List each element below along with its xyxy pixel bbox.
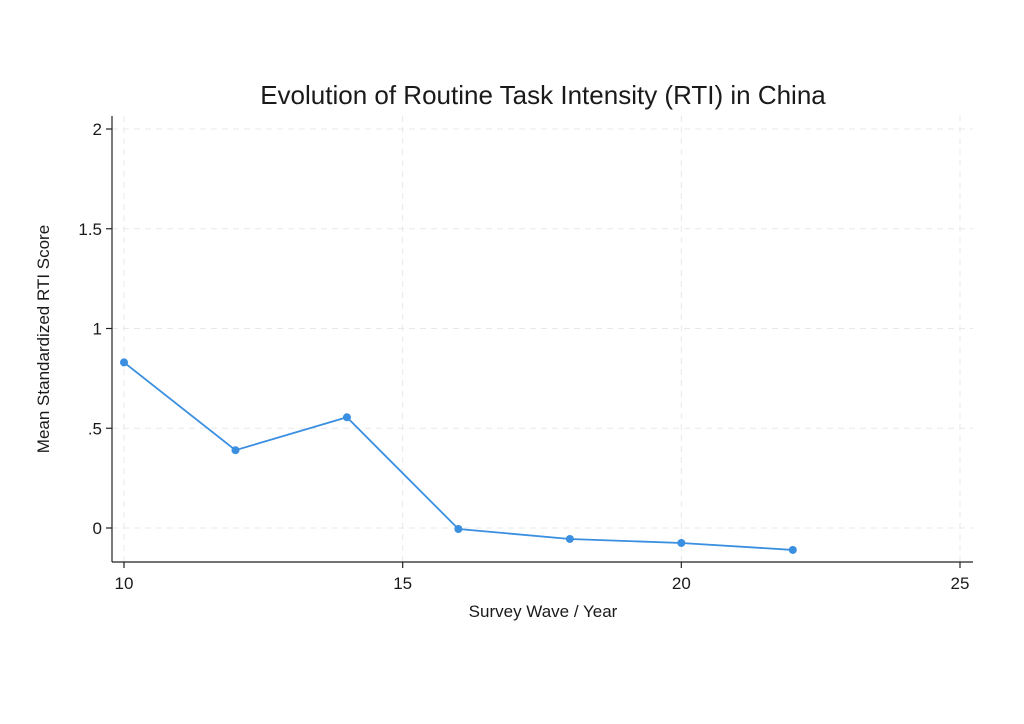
data-point <box>342 413 351 422</box>
chart-title: Evolution of Routine Task Intensity (RTI… <box>260 80 826 110</box>
axes <box>111 116 973 563</box>
grid <box>112 116 973 562</box>
data-point <box>454 524 463 533</box>
y-axis-ticks: 0 .5 1 1.5 2 <box>78 120 112 538</box>
data-point <box>231 446 240 455</box>
x-axis-label: Survey Wave / Year <box>469 602 618 621</box>
data-point <box>565 534 574 543</box>
y-tick-label: 2 <box>93 120 102 139</box>
data-point <box>677 538 686 547</box>
x-tick-label: 20 <box>672 574 691 593</box>
data-point <box>788 545 797 554</box>
series-group <box>120 358 797 554</box>
x-tick-label: 15 <box>393 574 412 593</box>
y-axis-label: Mean Standardized RTI Score <box>34 225 53 453</box>
x-tick-label: 25 <box>951 574 970 593</box>
y-tick-label: 1.5 <box>78 220 102 239</box>
y-tick-label: 1 <box>93 320 102 339</box>
y-tick-label: .5 <box>88 419 102 438</box>
x-tick-label: 10 <box>115 574 134 593</box>
y-tick-label: 0 <box>93 519 102 538</box>
data-point <box>120 358 128 367</box>
x-axis-ticks: 10 15 20 25 <box>115 562 970 593</box>
series-line <box>123 361 793 551</box>
